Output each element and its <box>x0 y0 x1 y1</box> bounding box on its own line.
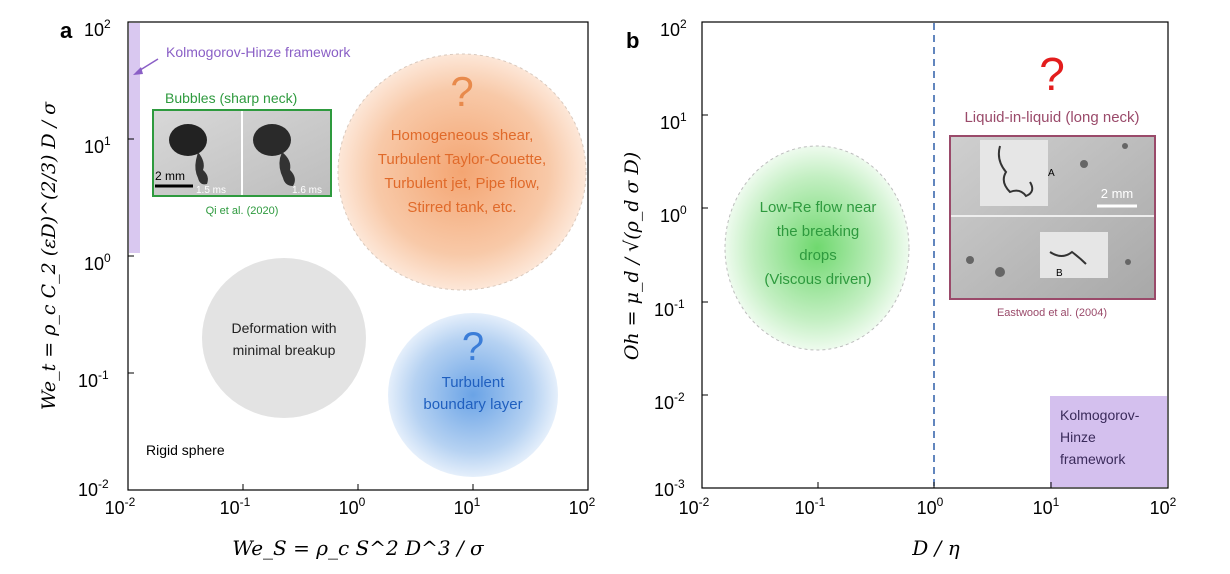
liquid-inset-highlight-a <box>980 140 1048 206</box>
bubbles-time-2: 1.6 ms <box>292 185 322 196</box>
bubble-shape-1 <box>169 124 207 156</box>
lowre-line-4: (Viscous driven) <box>764 271 871 288</box>
panel-a-label: a <box>60 18 73 43</box>
lowre-line-1: Low-Re flow near <box>760 199 877 216</box>
liquid-tag-a: A <box>1048 168 1055 179</box>
panel-b-x-axis-label: D / η <box>911 536 959 560</box>
rigid-sphere-label: Rigid sphere <box>146 442 225 458</box>
panel-b: b Low-Re flow near the breaking drops (V… <box>621 17 1177 560</box>
shear-region-circle <box>337 53 587 291</box>
panel-b-y-tick-1: 102 <box>660 17 687 40</box>
liquid-drop-b <box>1049 250 1087 265</box>
shear-line-1: Homogeneous shear, <box>391 127 534 144</box>
liquid-speck-3 <box>966 256 974 264</box>
bubble-neck-1 <box>195 152 208 185</box>
panel-b-y-tick-2: 101 <box>660 110 687 133</box>
bubbles-time-1: 1.5 ms <box>196 185 226 196</box>
liquid-speck-2 <box>1122 143 1128 149</box>
panel-b-plot-frame <box>701 21 1169 489</box>
panel-b-label: b <box>626 28 639 53</box>
panel-a-x-tick-4: 101 <box>454 495 481 518</box>
panel-a-x-ticks: 10-2 10-1 100 101 102 <box>105 484 596 518</box>
panel-b-x-ticks: 10-2 10-1 100 101 102 <box>679 482 1177 518</box>
liquid-title: Liquid-in-liquid (long neck) <box>964 109 1139 126</box>
panel-a-y-axis-label: We_t = ρ_c C_2 (εD)^(2/3) D / σ <box>38 101 60 410</box>
panel-a-y-ticks: 102 101 100 10-1 10-2 <box>78 17 134 500</box>
panel-b-y-tick-3: 100 <box>660 203 687 226</box>
panel-b-x-tick-2: 10-1 <box>795 495 826 518</box>
lowre-line-3: drops <box>799 247 837 264</box>
panel-b-kh-line-2: Hinze <box>1060 429 1096 445</box>
boundary-layer-circle <box>388 313 558 477</box>
shear-line-4: Stirred tank, etc. <box>407 199 516 216</box>
liquid-citation: Eastwood et al. (2004) <box>997 307 1107 319</box>
liquid-tag-b: B <box>1056 268 1063 279</box>
shear-question-mark: ? <box>450 68 473 115</box>
panel-b-y-tick-5: 10-2 <box>654 390 685 413</box>
panel-b-y-ticks: 102 101 100 10-1 10-2 10-3 <box>654 17 708 500</box>
panel-a-y-tick-3: 100 <box>84 251 111 274</box>
panel-a-y-tick-4: 10-1 <box>78 368 109 391</box>
panel-b-x-tick-3: 100 <box>917 495 944 518</box>
panel-a-kh-label: Kolmogorov-Hinze framework <box>166 44 351 60</box>
panel-a-x-tick-5: 102 <box>569 495 596 518</box>
boundary-line-2: boundary layer <box>423 396 522 413</box>
panel-b-y-tick-6: 10-3 <box>654 477 685 500</box>
panel-b-kh-box <box>1050 396 1167 487</box>
panel-a-y-tick-5: 10-2 <box>78 477 109 500</box>
panel-b-x-tick-5: 102 <box>1150 495 1177 518</box>
panel-b-x-tick-4: 101 <box>1033 495 1060 518</box>
bubbles-citation: Qi et al. (2020) <box>206 205 279 217</box>
lowre-region-ellipse <box>724 145 910 351</box>
panel-a-x-tick-1: 10-2 <box>105 495 136 518</box>
liquid-drop-a <box>997 145 1034 198</box>
panel-b-x-tick-1: 10-2 <box>679 495 710 518</box>
deform-line-1: Deformation with <box>231 320 336 336</box>
panel-a-x-axis-label: We_S = ρ_c S^2 D^3 / σ <box>232 536 485 560</box>
lowre-line-2: the breaking <box>777 223 860 240</box>
bubbles-title: Bubbles (sharp neck) <box>165 90 297 106</box>
bubbles-scale-label: 2 mm <box>155 169 185 183</box>
shear-line-3: Turbulent jet, Pipe flow, <box>384 175 539 192</box>
bubble-shape-2 <box>253 124 291 156</box>
deformation-region-ellipse <box>202 258 366 418</box>
panel-b-kh-line-3: framework <box>1060 451 1126 467</box>
panel-a-x-tick-3: 100 <box>339 495 366 518</box>
bubble-neck-2 <box>279 152 295 186</box>
liquid-speck-5 <box>1125 259 1131 265</box>
panel-a-y-tick-1: 102 <box>84 17 111 40</box>
liquid-speck-1 <box>1080 160 1088 168</box>
panel-b-kh-line-1: Kolmogorov- <box>1060 407 1140 423</box>
panel-a: a Kolmogorov-Hinze framework Bubbles (sh… <box>38 17 596 560</box>
panel-b-y-axis-label: Oh = μ_d / √(ρ_d σ D) <box>621 152 643 360</box>
deform-line-2: minimal breakup <box>233 342 336 358</box>
panel-a-kh-arrow-head <box>133 67 143 75</box>
boundary-line-1: Turbulent <box>442 374 506 391</box>
boundary-question-mark: ? <box>462 325 484 369</box>
panel-a-kh-bar <box>129 23 140 253</box>
liquid-scale-label: 2 mm <box>1101 186 1134 201</box>
panel-a-x-tick-2: 10-1 <box>220 495 251 518</box>
liquid-inset-highlight-b <box>1040 232 1108 278</box>
panel-a-y-tick-2: 101 <box>84 134 111 157</box>
shear-line-2: Turbulent Taylor-Couette, <box>378 151 546 168</box>
panel-b-y-tick-4: 10-1 <box>654 297 685 320</box>
liquid-question-mark: ? <box>1039 48 1065 100</box>
liquid-speck-4 <box>995 267 1005 277</box>
